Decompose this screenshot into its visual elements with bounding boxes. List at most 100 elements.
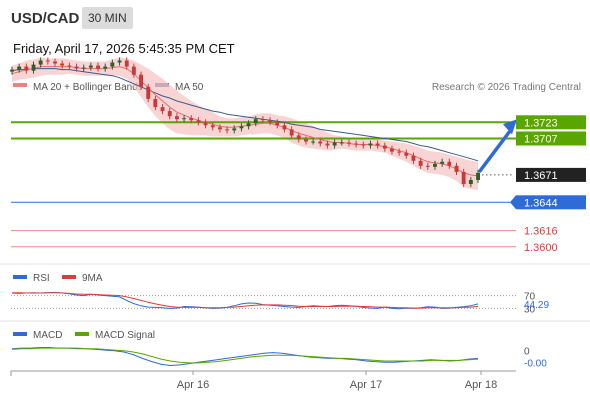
- candle-body: [160, 107, 165, 112]
- candle-body: [67, 65, 72, 67]
- candle-body: [268, 120, 273, 123]
- candle-body: [418, 160, 423, 166]
- rsi-level-label-70: 70: [524, 292, 536, 303]
- level-label-1.3644: 1.3644: [524, 197, 558, 209]
- macd-legend-label: MACD: [33, 330, 62, 341]
- candle-body: [24, 66, 29, 71]
- candle-body: [282, 125, 287, 130]
- candle-body: [175, 116, 179, 120]
- chart-header: USD/CAD 30 MIN: [0, 0, 590, 38]
- candle-body: [10, 69, 14, 72]
- candle-body: [110, 62, 115, 67]
- macd-legend-swatch: [13, 332, 27, 336]
- candle-body: [210, 125, 215, 128]
- rsi-level-label-30: 30: [524, 304, 536, 315]
- bollinger-band-layer: [12, 57, 478, 191]
- ma20-legend-swatch: [13, 83, 27, 87]
- candle-body: [124, 60, 129, 67]
- macd-line: [11, 347, 479, 367]
- ma20-line: [11, 66, 479, 177]
- candle-body: [318, 141, 323, 144]
- candle-body: [332, 142, 337, 146]
- candle-body: [325, 143, 330, 146]
- rsi-ma-line: [12, 292, 479, 309]
- credit-text: Research © 2026 Trading Central: [432, 82, 581, 93]
- time-tick-label: Apr 18: [465, 379, 497, 391]
- candle-body: [239, 126, 244, 129]
- macd-signal-line: [11, 347, 479, 364]
- moving-average-layer: [11, 66, 479, 177]
- candles-layer: [10, 57, 480, 188]
- candle-body: [447, 161, 452, 166]
- candle-body: [289, 129, 294, 136]
- macd-signal-legend-label: MACD Signal: [95, 330, 155, 341]
- rsi-legend-label: RSI: [33, 273, 50, 284]
- candle-body: [304, 139, 308, 142]
- forecast-arrow-layer: [478, 119, 517, 173]
- level-label-pointer: [510, 195, 516, 210]
- ma20-legend-label: MA 20 + Bollinger Bands: [33, 82, 143, 93]
- candle-body: [361, 144, 366, 146]
- last-price-label: 1.3671: [524, 170, 558, 182]
- rsi-legend-swatch: [13, 275, 27, 279]
- level-label-1.3723: 1.3723: [524, 117, 558, 129]
- candle-body: [411, 155, 416, 161]
- macd-current-value: -0.00: [524, 359, 547, 370]
- candle-body: [53, 61, 57, 64]
- forecast-arrow-head: [503, 119, 517, 135]
- candle-body: [261, 119, 265, 121]
- candle-body: [88, 65, 93, 68]
- candle-body: [382, 145, 387, 149]
- candle-body: [390, 148, 394, 152]
- level-label-box: [516, 115, 586, 130]
- candle-body: [476, 172, 480, 180]
- price-labels-layer: 1.3723 1.3707 1.3671 1.3644 1.3616 1.3600: [510, 115, 586, 254]
- candle-body: [368, 143, 373, 146]
- candle-body: [167, 111, 172, 117]
- rsi-ma-legend-label: 9MA: [82, 273, 103, 284]
- bollinger-band: [12, 57, 478, 191]
- candle-body: [146, 86, 151, 99]
- candle-body: [347, 142, 351, 144]
- candle-body: [81, 67, 86, 69]
- candle-body: [60, 63, 65, 66]
- candle-body: [397, 151, 402, 153]
- ma50-legend-label: MA 50: [175, 82, 204, 93]
- rsi-current-value: 44.29: [524, 300, 549, 311]
- candle-body: [117, 60, 122, 63]
- symbol-title: USD/CAD: [11, 10, 80, 27]
- candle-body: [275, 122, 280, 126]
- candle-body: [96, 65, 100, 69]
- candle-body: [38, 60, 43, 65]
- level-label-1.3616: 1.3616: [524, 226, 558, 238]
- macd-signal-legend-swatch: [75, 332, 89, 336]
- candle-body: [296, 135, 301, 140]
- candle-body: [203, 122, 208, 126]
- timeframe-button[interactable]: 30 MIN: [82, 7, 133, 29]
- time-axis-ticks: Apr 16 Apr 17 Apr 18: [10, 371, 497, 391]
- candle-body: [440, 161, 445, 164]
- candle-body: [189, 118, 194, 121]
- forecast-arrow-shaft: [478, 130, 511, 173]
- candle-body: [454, 165, 459, 172]
- time-tick-label: Apr 17: [350, 379, 382, 391]
- candle-body: [425, 165, 430, 167]
- candle-body: [17, 66, 22, 70]
- candle-body: [196, 120, 201, 123]
- candle-body: [404, 152, 409, 156]
- candle-body: [246, 123, 251, 127]
- candle-body: [375, 143, 380, 146]
- candle-body: [461, 171, 466, 184]
- candle-body: [225, 129, 229, 131]
- candle-body: [354, 143, 359, 145]
- candle-body: [218, 127, 222, 130]
- level-label-box: [516, 195, 586, 210]
- timestamp: Friday, April 17, 2026 5:45:35 PM CET: [13, 41, 235, 56]
- level-label-1.3707: 1.3707: [524, 134, 558, 146]
- candle-body: [339, 142, 344, 144]
- level-label-1.3600: 1.3600: [524, 242, 558, 254]
- candle-body: [433, 163, 437, 167]
- candle-body: [182, 118, 186, 120]
